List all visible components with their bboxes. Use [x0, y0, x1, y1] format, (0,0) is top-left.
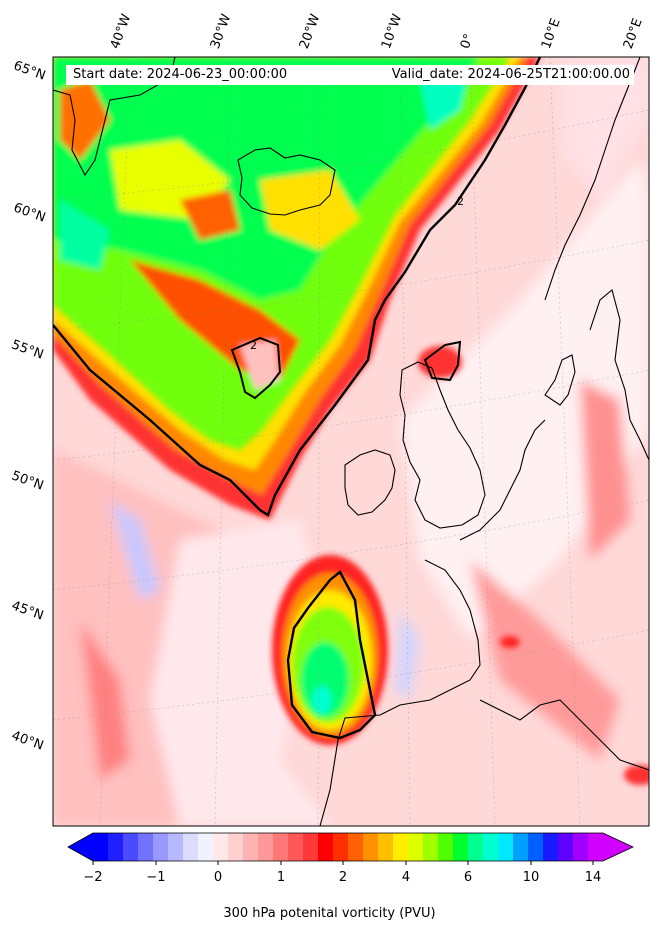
colorbar-swatch: [408, 833, 424, 861]
pv-small-red-blob: [500, 636, 520, 648]
pv-pale-band-north-sea: [400, 160, 649, 640]
colorbar-tick-label: 14: [584, 870, 602, 885]
colorbar-tick-label: 0: [213, 870, 223, 885]
coast-ireland: [344, 449, 396, 516]
pv-low-blue-patch-2: [395, 610, 420, 700]
coast-mediterranean: [479, 699, 649, 771]
colorbar-swatch: [198, 833, 214, 861]
graticule-lon-6: [549, 57, 581, 826]
colorbar-tick-label: −2: [83, 870, 103, 885]
colorbar-swatch: [153, 833, 169, 861]
colorbar-swatch: [258, 833, 274, 861]
colorbar-outline: [67, 832, 634, 862]
contour-label-2: 2: [250, 339, 257, 352]
graticule-lon-2: [214, 57, 231, 826]
start-date-label: Start date: 2024-06-23_00:00:00: [73, 67, 288, 82]
colorbar-swatch: [468, 833, 484, 861]
colorbar-swatch: [333, 833, 349, 861]
colorbar: [67, 832, 634, 865]
colorbar-swatch: [213, 833, 229, 861]
pv-low-blue-patch-1: [110, 500, 160, 600]
colorbar-swatch: [423, 833, 439, 861]
pv-red-blob-scotland: [418, 346, 462, 378]
colorbar-swatch: [483, 833, 499, 861]
colorbar-swatch: [123, 833, 139, 861]
coast-denmark: [544, 354, 576, 406]
colorbar-swatch: [168, 833, 184, 861]
colorbar-swatch: [558, 833, 574, 861]
pv-streak-3: [580, 380, 630, 560]
colorbar-tick-label: 1: [276, 870, 286, 885]
colorbar-tick-label: 10: [522, 870, 540, 885]
map-frame: [52, 56, 650, 827]
colorbar-swatch: [318, 833, 334, 861]
pv-2pvu-contour-north: [53, 57, 542, 517]
colorbar-tick-label: 2: [338, 870, 348, 885]
pv-pale-blob-1: [240, 340, 280, 390]
colorbar-swatch: [528, 833, 544, 861]
pv-streak-1: [80, 620, 130, 780]
pv-inner-cyan-1: [420, 70, 470, 130]
coast-great-britain: [399, 361, 486, 529]
pv-2pvu-contour-cutoff: [286, 570, 377, 740]
coast-sweden: [589, 289, 649, 461]
pv-red-blob-east-edge: [624, 765, 649, 785]
colorbar-tick-label: −1: [146, 870, 166, 885]
coast-france-iberia: [319, 559, 481, 826]
colorbar-swatch: [303, 833, 319, 861]
colorbar-swatch: [273, 833, 289, 861]
colorbar-swatch: [438, 833, 454, 861]
graticule-lon-3: [317, 57, 321, 826]
coast-iceland: [237, 147, 336, 216]
pv-2pvu-contour-scotland: [423, 340, 462, 382]
coast-benelux-germany: [459, 419, 546, 541]
colorbar-swatch: [228, 833, 244, 861]
colorbar-swatch: [378, 833, 394, 861]
colorbar-swatch: [393, 833, 409, 861]
colorbar-tick-label: 6: [463, 870, 473, 885]
colorbar-swatch: [93, 833, 109, 861]
colorbar-swatch: [453, 833, 469, 861]
colorbar-swatch: [573, 833, 589, 861]
colorbar-swatch: [243, 833, 259, 861]
pv-2pvu-contour-blob: [230, 336, 282, 400]
colorbar-arrow-low: [68, 833, 93, 861]
date-info-bar: Start date: 2024-06-23_00:00:00 Valid_da…: [66, 65, 634, 85]
colorbar-swatch: [288, 833, 304, 861]
graticule-lon-4: [399, 57, 411, 826]
colorbar-arrow-high: [603, 833, 633, 861]
pv-yellow-patch-2: [260, 170, 360, 250]
pv-inner-green-1: [53, 57, 480, 300]
colorbar-swatch: [183, 833, 199, 861]
pv-cutoff-core-cyan: [312, 686, 332, 714]
graticule-lon-1: [99, 57, 131, 826]
colorbar-swatch: [588, 833, 604, 861]
colorbar-swatch: [498, 833, 514, 861]
graticule-lon-5: [469, 57, 496, 826]
colorbar-swatch: [348, 833, 364, 861]
colorbar-swatch: [138, 833, 154, 861]
colorbar-title: 300 hPa potenital vorticity (PVU): [223, 906, 436, 921]
colorbar-swatch: [513, 833, 529, 861]
colorbar-swatch: [363, 833, 379, 861]
contour-label-1: 2: [457, 195, 464, 208]
pv-red-streak-3: [180, 190, 240, 240]
pv-streak-2: [470, 560, 620, 760]
colorbar-swatch: [108, 833, 124, 861]
coast-greenland: [53, 57, 176, 177]
colorbar-tick-label: 4: [401, 870, 411, 885]
pv-pale-band-east: [560, 57, 649, 200]
pv-inner-cyan-2: [60, 200, 110, 270]
valid-date-label: Valid_date: 2024-06-25T21:00:00.00: [391, 67, 630, 82]
colorbar-swatch: [543, 833, 559, 861]
